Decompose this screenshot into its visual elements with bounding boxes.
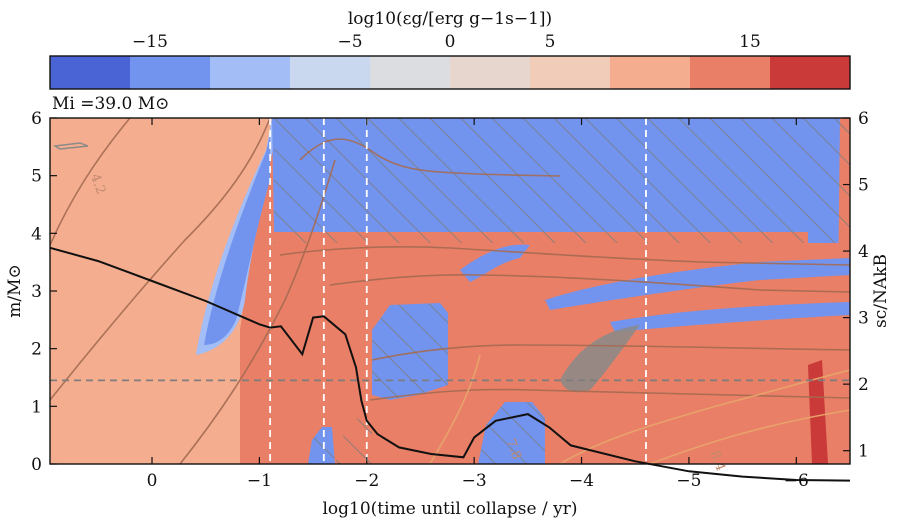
colorbar-bin — [530, 56, 611, 89]
colorbar — [50, 56, 851, 89]
colorbar-tick-label: −5 — [337, 32, 362, 52]
colorbar-bin — [610, 56, 691, 89]
right-tick-label: 2 — [858, 375, 869, 395]
x-tick-label: −4 — [569, 471, 594, 491]
region-cooling-streak-2 — [545, 258, 850, 310]
contour-value-label: 7.8 — [503, 437, 524, 462]
colorbar-bin — [770, 56, 851, 89]
y-tick-label: 6 — [31, 109, 42, 129]
y-axis-ticks: 0 1 2 3 4 5 6 — [31, 109, 57, 475]
right-axis-ticks: 1 2 3 4 5 6 — [843, 109, 869, 462]
y-tick-label: 2 — [31, 340, 42, 360]
contour-value-labels: 4.2 7.8 8.4 — [87, 172, 728, 473]
colorbar-bin — [690, 56, 771, 89]
contour-value-label: 8.4 — [707, 449, 728, 474]
hatch-convective-left — [308, 427, 335, 464]
region-cooling-streak-3 — [610, 302, 850, 332]
region-strong-heating — [808, 360, 828, 464]
colorbar-tick-label: 5 — [545, 32, 556, 52]
colorbar-tick-label: −15 — [132, 32, 168, 52]
hatch-convective-mid — [372, 303, 448, 400]
x-tick-label: −5 — [676, 471, 701, 491]
colorbar-bin — [130, 56, 211, 89]
colorbar-bin — [370, 56, 451, 89]
x-tick-label: 0 — [147, 471, 158, 491]
y-tick-label: 3 — [31, 282, 42, 302]
right-tick-label: 4 — [858, 242, 869, 262]
right-tick-label: 6 — [858, 109, 869, 129]
colorbar-tick-label: 15 — [739, 32, 761, 52]
colorbar-tick-label: 0 — [445, 32, 456, 52]
y-tick-label: 0 — [31, 455, 42, 475]
x-axis-ticks: 0 −1 −2 −3 −4 −5 −6 — [147, 118, 809, 491]
heatmap-body — [50, 118, 850, 464]
x-tick-label: −1 — [247, 471, 272, 491]
region-cooling-streak-1 — [460, 244, 530, 282]
x-tick-label: −2 — [354, 471, 379, 491]
region-cooling-tongue-inner — [204, 135, 270, 345]
x-tick-label: −3 — [462, 471, 487, 491]
colorbar-bin — [50, 56, 131, 89]
right-tick-label: 3 — [858, 309, 869, 329]
right-tick-label: 1 — [858, 442, 869, 462]
central-entropy-line — [49, 246, 851, 482]
hatch-convective-upper — [274, 118, 850, 243]
contour-lines — [50, 118, 850, 464]
x-axis-label: log10(time until collapse / yr) — [322, 499, 577, 519]
colorbar-frame — [49, 55, 851, 90]
hatch-convective-small — [335, 405, 372, 464]
y-axis-label: m/M⊙ — [5, 264, 25, 318]
contour-value-label: 4.2 — [87, 172, 108, 197]
right-axis-label: sc/NAkB — [871, 254, 891, 328]
y-tick-label: 1 — [31, 397, 42, 417]
right-tick-label: 5 — [858, 176, 869, 196]
y-tick-label: 4 — [31, 224, 42, 244]
x-tick-label: −6 — [784, 471, 809, 491]
colorbar-bin — [210, 56, 291, 89]
colorbar-label: log10(εg/[erg g−1s−1]) — [348, 9, 552, 29]
colorbar-bin — [290, 56, 371, 89]
vertical-marker-lines — [269, 118, 647, 464]
colorbar-bin — [450, 56, 531, 89]
hatch-convective-right — [478, 402, 545, 464]
initial-mass-label: Mi =39.0 M⊙ — [52, 94, 169, 114]
y-tick-label: 5 — [31, 167, 42, 187]
region-noise-cluster — [560, 325, 640, 393]
small-contour-loop — [52, 142, 89, 150]
